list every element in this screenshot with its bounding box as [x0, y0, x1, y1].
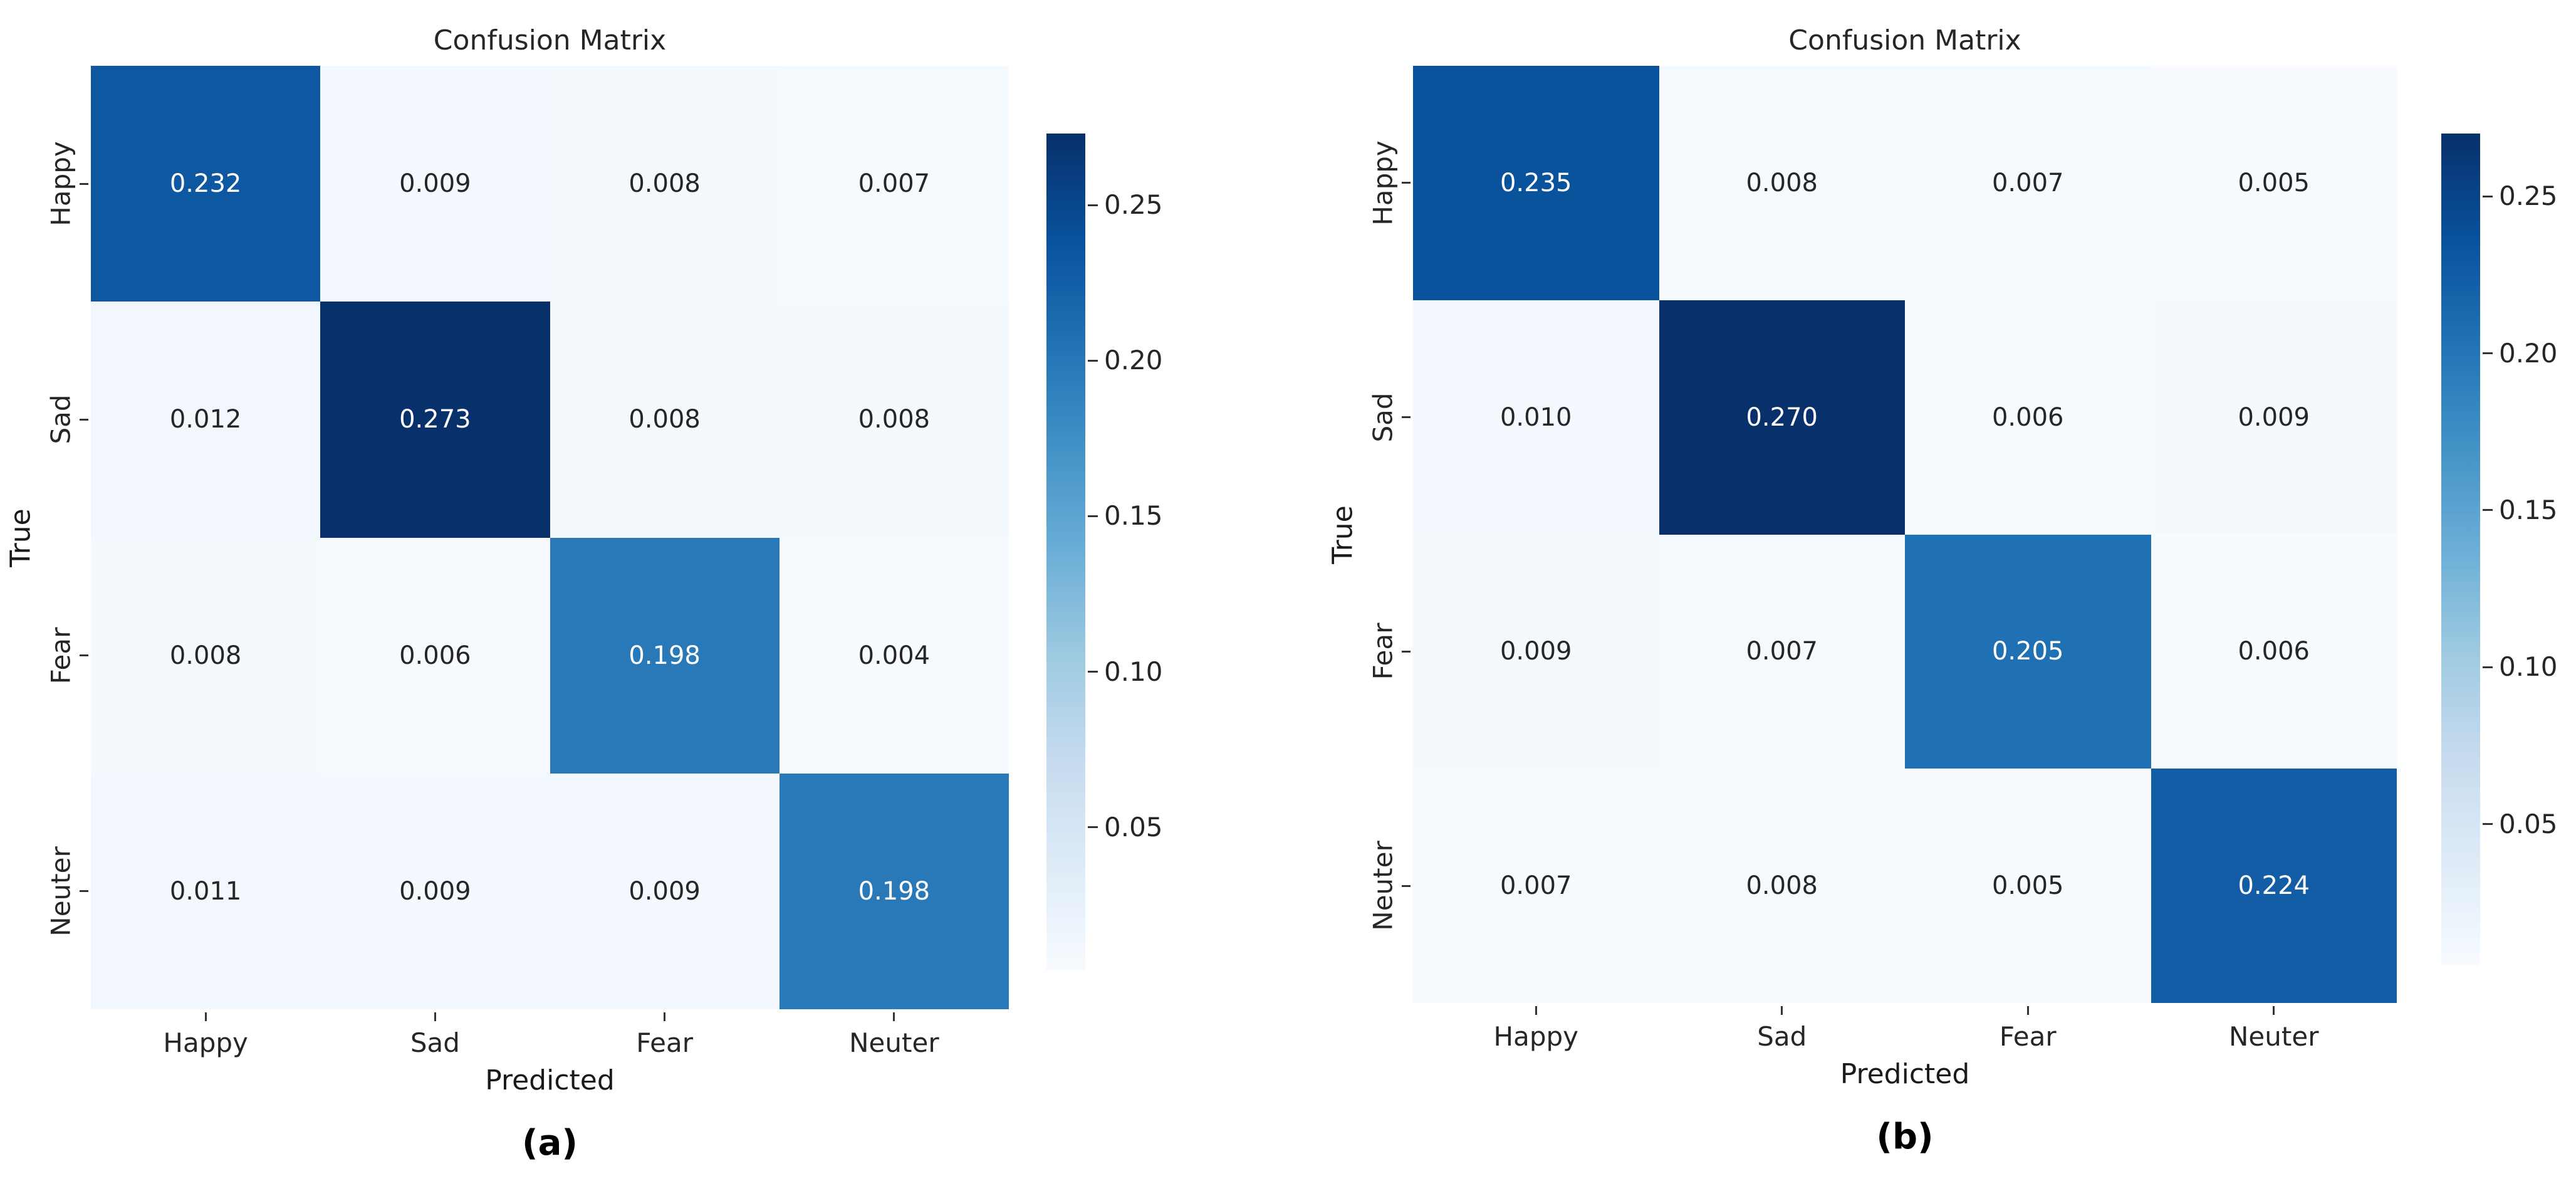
x-tick-label: Neuter	[2229, 1021, 2319, 1052]
tick-mark	[1088, 204, 1098, 206]
heatmap-cell: 0.005	[2151, 66, 2397, 300]
heatmap-cell: 0.008	[779, 302, 1009, 538]
heatmap-cell: 0.007	[1659, 534, 1905, 769]
tick-mark	[80, 654, 88, 657]
tick-mark	[2483, 509, 2493, 512]
heatmap-cell: 0.009	[320, 773, 550, 1009]
tick-mark	[80, 418, 88, 421]
colorbar-tick-label: 0.10	[1104, 656, 1163, 687]
heatmap-cell: 0.009	[550, 773, 780, 1009]
colorbar-b	[2441, 134, 2480, 965]
heatmap-cell: 0.006	[1905, 300, 2151, 535]
heatmap-grid-b: 0.235 0.008 0.007 0.005 0.010 0.270 0.006 0.009…	[1413, 66, 2397, 1003]
colorbar-tick-label: 0.05	[2499, 808, 2558, 839]
heatmap-cell: 0.008	[1659, 66, 1905, 300]
tick-mark	[80, 182, 88, 185]
x-tick-label: Neuter	[849, 1027, 939, 1058]
tick-mark	[1088, 826, 1098, 829]
tick-mark	[1402, 650, 1411, 653]
heatmap-cell: 0.004	[779, 537, 1009, 774]
tick-mark	[664, 1012, 666, 1021]
heatmap-cell: 0.009	[1413, 534, 1659, 769]
tick-mark	[434, 1012, 436, 1021]
heatmap-cell: 0.007	[1413, 769, 1659, 1003]
colorbar-tick-label: 0.10	[2499, 651, 2558, 683]
colorbar-tick-label: 0.05	[1104, 811, 1163, 842]
heatmap-cell: 0.198	[779, 773, 1009, 1009]
x-axis-label-a: Predicted	[485, 1064, 615, 1096]
heatmap-cell: 0.005	[1905, 769, 2151, 1003]
heatmap-cell: 0.205	[1905, 534, 2151, 769]
tick-mark	[2483, 352, 2493, 355]
heatmap-grid-a: 0.232 0.009 0.008 0.007 0.012 0.273 0.008 0.008…	[91, 66, 1009, 1009]
heatmap-cell: 0.198	[550, 537, 780, 774]
tick-mark	[2483, 666, 2493, 668]
heatmap-cell: 0.270	[1659, 300, 1905, 535]
heatmap-cell: 0.012	[91, 302, 321, 538]
subfigure-caption-a: (a)	[522, 1123, 578, 1163]
x-tick-label: Fear	[1999, 1021, 2057, 1052]
subfigure-caption-b: (b)	[1876, 1116, 1934, 1157]
tick-mark	[204, 1012, 207, 1021]
x-tick-label: Sad	[1757, 1021, 1807, 1052]
tick-mark	[893, 1012, 895, 1021]
tick-mark	[2483, 195, 2493, 197]
colorbar-tick-label: 0.15	[2499, 494, 2558, 525]
tick-mark	[1088, 515, 1098, 517]
colorbar-tick-label: 0.25	[2499, 181, 2558, 212]
colorbar-tick-label: 0.20	[1104, 345, 1163, 376]
tick-mark	[1402, 884, 1411, 887]
heatmap-cell: 0.007	[1905, 66, 2151, 300]
heatmap-cell: 0.006	[320, 537, 550, 774]
heatmap-cell: 0.011	[91, 773, 321, 1009]
x-axis-label-b: Predicted	[1840, 1058, 1970, 1090]
heatmap-cell: 0.273	[320, 302, 550, 538]
tick-mark	[1402, 182, 1411, 184]
tick-mark	[1088, 671, 1098, 673]
heatmap-cell: 0.224	[2151, 769, 2397, 1003]
tick-mark	[2483, 823, 2493, 826]
tick-mark	[80, 890, 88, 893]
colorbar-tick-label: 0.25	[1104, 189, 1163, 221]
heatmap-cell: 0.235	[1413, 66, 1659, 300]
heatmap-cell: 0.007	[779, 66, 1009, 302]
chart-title-a: Confusion Matrix	[433, 24, 667, 56]
tick-mark	[2026, 1006, 2029, 1015]
colorbar-tick-label: 0.15	[1104, 500, 1163, 532]
heatmap-cell: 0.232	[91, 66, 321, 302]
x-tick-label: Fear	[636, 1027, 693, 1058]
x-tick-label: Sad	[410, 1027, 460, 1058]
tick-mark	[1781, 1006, 1783, 1015]
tick-mark	[1088, 359, 1098, 362]
tick-mark	[1402, 416, 1411, 419]
heatmap-cell: 0.010	[1413, 300, 1659, 535]
colorbar-tick-label: 0.20	[2499, 337, 2558, 369]
colorbar-a	[1046, 134, 1085, 970]
heatmap-cell: 0.008	[1659, 769, 1905, 1003]
heatmap-cell: 0.009	[320, 66, 550, 302]
tick-mark	[2273, 1006, 2275, 1015]
heatmap-cell: 0.008	[550, 66, 780, 302]
x-tick-label: Happy	[1493, 1021, 1579, 1052]
heatmap-cell: 0.008	[550, 302, 780, 538]
heatmap-cell: 0.008	[91, 537, 321, 774]
chart-title-b: Confusion Matrix	[1788, 24, 2021, 56]
heatmap-cell: 0.006	[2151, 534, 2397, 769]
heatmap-cell: 0.009	[2151, 300, 2397, 535]
x-tick-label: Happy	[163, 1027, 248, 1058]
tick-mark	[1535, 1006, 1537, 1015]
